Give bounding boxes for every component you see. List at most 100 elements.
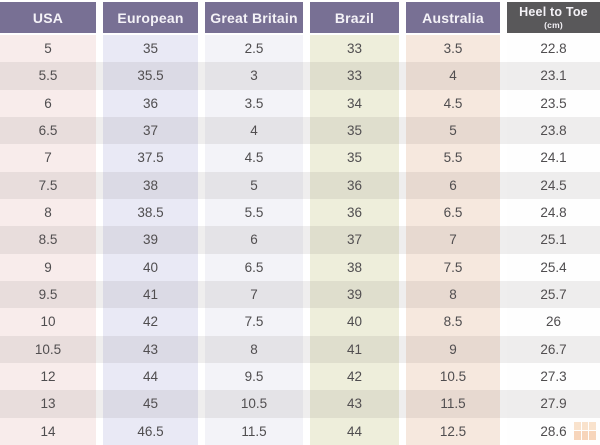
table-cell: 10 xyxy=(0,308,96,336)
table-cell: 5.5 xyxy=(205,198,303,227)
table-cell: 9.5 xyxy=(0,280,96,309)
table-cell: 6 xyxy=(0,89,96,117)
table-cell: 5 xyxy=(406,116,500,145)
table-cell: 43 xyxy=(103,335,198,363)
table-cell: 25.7 xyxy=(507,280,600,309)
table-row: 13 45 10.5 43 11.5 27.9 xyxy=(0,390,600,418)
table-cell: 8.5 xyxy=(0,226,96,254)
table-cell: 8 xyxy=(0,198,96,227)
heel-to-toe-label: Heel to Toe xyxy=(519,5,588,19)
table-cell: 38 xyxy=(310,253,399,281)
table-cell: 13 xyxy=(0,390,96,418)
column-header-australia: Australia xyxy=(406,2,500,33)
table-cell: 36 xyxy=(103,89,198,117)
table-row: 9 40 6.5 38 7.5 25.4 xyxy=(0,253,600,281)
table-cell: 45 xyxy=(103,390,198,418)
table-cell: 40 xyxy=(103,253,198,281)
table-cell: 5.5 xyxy=(0,62,96,90)
table-row: 8.5 39 6 37 7 25.1 xyxy=(0,226,600,254)
column-header-usa: USA xyxy=(0,2,96,33)
table-cell: 35 xyxy=(310,144,399,172)
table-cell: 7.5 xyxy=(406,253,500,281)
table-cell: 6 xyxy=(205,226,303,254)
table-cell: 11.5 xyxy=(205,417,303,445)
table-cell: 3.5 xyxy=(205,89,303,117)
table-cell: 36 xyxy=(310,198,399,227)
table-cell: 39 xyxy=(103,226,198,254)
table-cell: 38.5 xyxy=(103,198,198,227)
table-cell: 8 xyxy=(205,335,303,363)
table-row: 7.5 38 5 36 6 24.5 xyxy=(0,171,600,200)
table-cell: 5 xyxy=(0,35,96,63)
table-cell: 44 xyxy=(103,362,198,391)
table-cell: 23.5 xyxy=(507,89,600,117)
heel-to-toe-unit-label: (cm) xyxy=(544,19,563,30)
table-cell: 26 xyxy=(507,308,600,336)
table-cell: 37 xyxy=(103,116,198,145)
table-cell: 7.5 xyxy=(0,171,96,199)
table-cell: 8.5 xyxy=(406,308,500,336)
table-row: 5 35 2.5 33 3.5 22.8 xyxy=(0,35,600,63)
table-cell: 34 xyxy=(310,89,399,117)
table-cell: 10.5 xyxy=(0,335,96,363)
table-cell: 7.5 xyxy=(205,308,303,336)
table-cell: 5.5 xyxy=(406,144,500,172)
table-cell: 12 xyxy=(0,362,96,391)
table-cell: 11.5 xyxy=(406,390,500,418)
table-cell: 46.5 xyxy=(103,417,198,445)
table-cell: 6.5 xyxy=(205,253,303,281)
table-cell: 14 xyxy=(0,417,96,445)
table-row: 12 44 9.5 42 10.5 27.3 xyxy=(0,362,600,391)
table-cell: 23.1 xyxy=(507,62,600,90)
watermark-logo-icon xyxy=(574,422,596,441)
table-cell: 6 xyxy=(406,171,500,199)
table-cell: 25.4 xyxy=(507,253,600,281)
table-cell: 4 xyxy=(205,116,303,145)
table-row: 6.5 37 4 35 5 23.8 xyxy=(0,116,600,145)
table-cell: 27.3 xyxy=(507,362,600,391)
column-header-european: European xyxy=(103,2,198,33)
table-header-row: USA European Great Britain Brazil Austra… xyxy=(0,2,600,33)
table-cell: 6.5 xyxy=(406,198,500,227)
table-row: 9.5 41 7 39 8 25.7 xyxy=(0,280,600,309)
table-cell: 33 xyxy=(310,62,399,90)
table-cell: 5 xyxy=(205,171,303,199)
table-cell: 35 xyxy=(310,116,399,145)
table-cell: 25.1 xyxy=(507,226,600,254)
table-cell: 3 xyxy=(205,62,303,90)
table-cell: 24.5 xyxy=(507,171,600,199)
table-cell: 35 xyxy=(103,35,198,63)
table-cell: 24.1 xyxy=(507,144,600,172)
table-cell: 10.5 xyxy=(406,362,500,391)
table-row: 5.5 35.5 3 33 4 23.1 xyxy=(0,62,600,90)
table-cell: 43 xyxy=(310,390,399,418)
table-cell: 9.5 xyxy=(205,362,303,391)
table-cell: 41 xyxy=(103,280,198,309)
table-row: 14 46.5 11.5 44 12.5 28.6 xyxy=(0,417,600,445)
table-row: 7 37.5 4.5 35 5.5 24.1 xyxy=(0,144,600,172)
table-cell: 7 xyxy=(406,226,500,254)
table-cell: 42 xyxy=(103,308,198,336)
table-cell: 2.5 xyxy=(205,35,303,63)
table-cell: 38 xyxy=(103,171,198,199)
table-cell: 26.7 xyxy=(507,335,600,363)
table-cell: 8 xyxy=(406,280,500,309)
table-cell: 44 xyxy=(310,417,399,445)
table-cell: 7 xyxy=(0,144,96,172)
table-body: 5 35 2.5 33 3.5 22.8 5.5 35.5 3 33 4 23.1 6 36 3.5 34 4.… xyxy=(0,35,600,445)
table-cell: 3.5 xyxy=(406,35,500,63)
table-cell: 4.5 xyxy=(205,144,303,172)
table-cell: 42 xyxy=(310,362,399,391)
table-cell: 9 xyxy=(406,335,500,363)
table-cell: 12.5 xyxy=(406,417,500,445)
table-cell: 7 xyxy=(205,280,303,309)
table-cell: 22.8 xyxy=(507,35,600,63)
table-cell: 9 xyxy=(0,253,96,281)
table-cell: 39 xyxy=(310,280,399,309)
table-row: 6 36 3.5 34 4.5 23.5 xyxy=(0,89,600,117)
table-cell: 24.8 xyxy=(507,198,600,227)
table-cell: 37 xyxy=(310,226,399,254)
table-row: 10.5 43 8 41 9 26.7 xyxy=(0,335,600,364)
table-cell: 23.8 xyxy=(507,116,600,145)
